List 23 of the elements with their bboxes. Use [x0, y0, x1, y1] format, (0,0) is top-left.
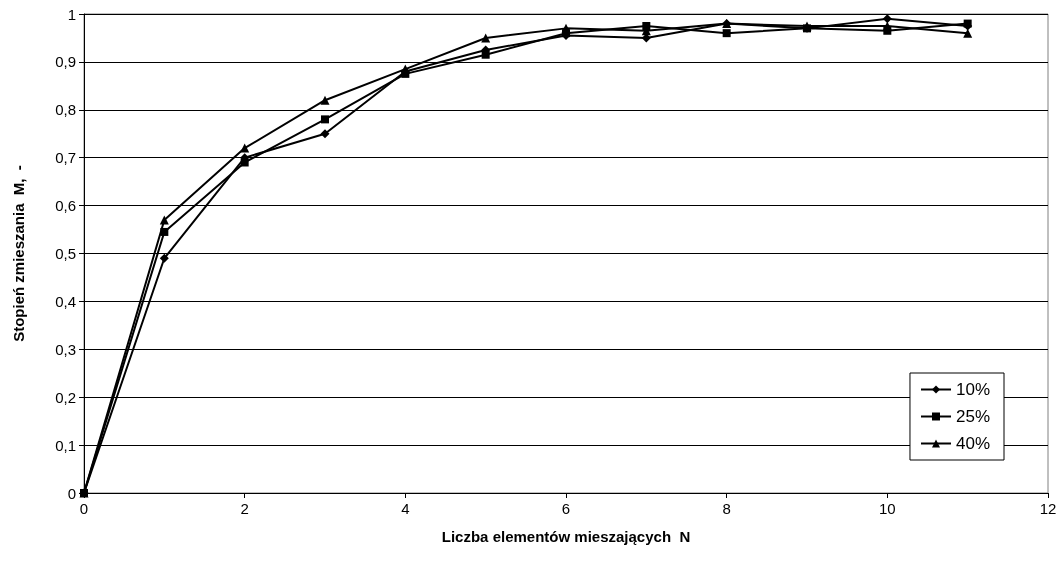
y-tick-label: 0,7	[55, 149, 76, 167]
y-tick-label: 0,3	[55, 340, 76, 358]
legend-label: 10%	[955, 380, 991, 399]
y-tick-label: 0	[67, 484, 76, 502]
x-tick-label: 10	[878, 500, 896, 517]
x-tick-label: 8	[722, 500, 731, 517]
y-tick-label: 0,2	[55, 388, 76, 406]
x-tick-label: 12	[1039, 500, 1057, 517]
y-tick-label: 0,4	[55, 292, 76, 310]
x-tick-label: 2	[240, 500, 249, 517]
y-tick-label: 1	[67, 5, 76, 23]
x-tick-label: 6	[561, 500, 571, 517]
y-tick-label: 0,9	[55, 53, 76, 71]
y-tick-label: 0,1	[55, 436, 76, 454]
x-tick-label: 4	[401, 500, 410, 517]
legend-label: 25%	[955, 407, 991, 426]
y-tick-label: 0,8	[55, 101, 76, 119]
legend-label: 40%	[955, 434, 991, 453]
x-axis-title: Liczba elementów mieszających N	[441, 528, 691, 545]
x-tick-label: 0	[79, 500, 89, 517]
y-axis-title: Stopień zmieszania M, -	[10, 165, 27, 342]
y-tick-label: 0,6	[55, 197, 76, 215]
y-tick-label: 0,5	[55, 245, 76, 262]
